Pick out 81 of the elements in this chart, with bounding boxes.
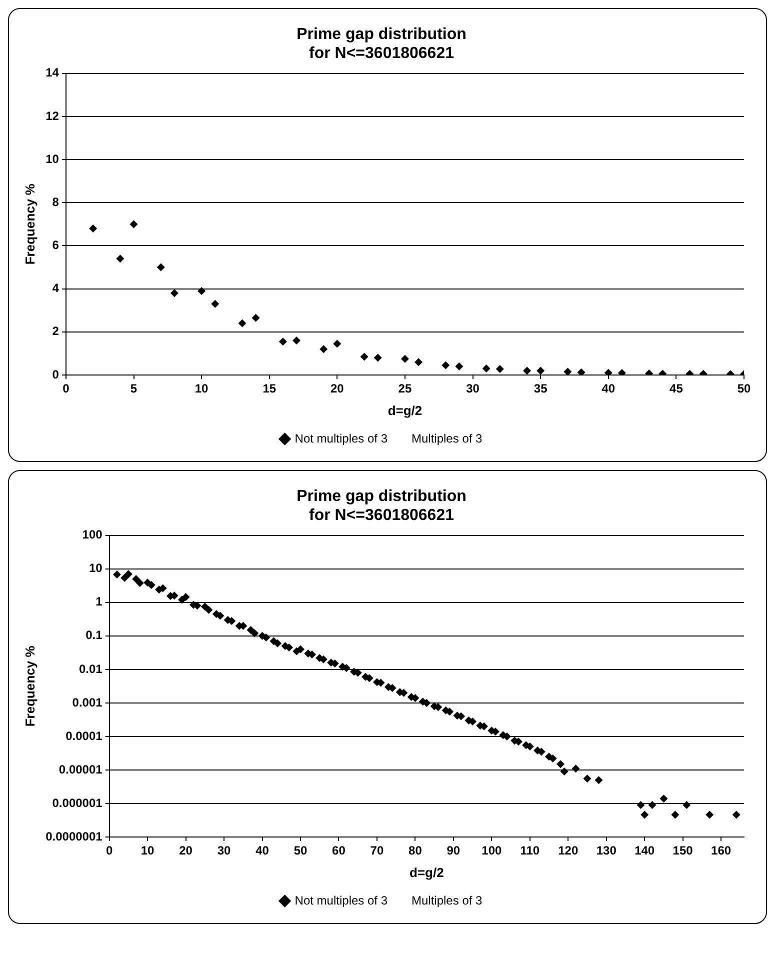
x-tick-label: 100 xyxy=(482,844,502,858)
x-tick-label: 40 xyxy=(602,382,616,396)
x-tick-label: 35 xyxy=(534,382,548,396)
legend-label: Not multiples of 3 xyxy=(294,893,388,908)
point xyxy=(414,358,423,366)
x-tick-label: 5 xyxy=(130,382,138,396)
y-axis-title: Frequency % xyxy=(22,183,38,265)
legend-label: Not multiples of 3 xyxy=(294,431,388,446)
x-tick-label: 45 xyxy=(670,382,684,396)
x-tick-label: 30 xyxy=(466,382,480,396)
point xyxy=(536,366,545,375)
y-tick-label: 6 xyxy=(52,238,60,252)
point xyxy=(564,368,572,375)
x-tick-label: 15 xyxy=(262,382,276,396)
point xyxy=(523,366,532,375)
point xyxy=(333,340,342,348)
x-tick-label: 20 xyxy=(179,844,193,858)
legend-label: Multiples of 3 xyxy=(412,893,483,908)
point xyxy=(360,352,368,361)
x-tick-label: 110 xyxy=(520,844,540,858)
point xyxy=(455,362,464,370)
point xyxy=(292,336,300,345)
y-tick-label: 0.01 xyxy=(78,662,103,676)
point xyxy=(320,345,328,354)
point xyxy=(211,300,220,308)
x-tick-label: 0 xyxy=(106,844,113,858)
y-tick-label: 14 xyxy=(46,66,60,80)
point xyxy=(89,224,98,233)
x-tick-label: 130 xyxy=(596,844,617,858)
y-tick-label: 1 xyxy=(96,594,103,609)
y-tick-label: 0.0000001 xyxy=(46,829,103,844)
y-tick-label: 0.00001 xyxy=(58,762,103,776)
x-tick-label: 140 xyxy=(634,844,655,858)
x-tick-label: 80 xyxy=(408,844,422,858)
y-tick-label: 0.000001 xyxy=(52,796,103,810)
point xyxy=(278,338,287,346)
x-tick-label: 10 xyxy=(140,844,155,858)
x-tick-label: 120 xyxy=(558,844,578,858)
y-tick-label: 4 xyxy=(52,281,60,296)
x-tick-label: 25 xyxy=(398,382,412,396)
x-tick-label: 150 xyxy=(672,844,694,858)
point xyxy=(252,314,260,322)
y-tick-label: 10 xyxy=(46,152,60,166)
point xyxy=(482,364,490,373)
x-tick-label: 10 xyxy=(194,382,209,396)
x-tick-label: 50 xyxy=(737,382,751,396)
x-tick-label: 20 xyxy=(330,382,344,396)
point xyxy=(170,289,178,298)
x-tick-label: 60 xyxy=(332,844,346,858)
x-tick-label: 160 xyxy=(711,844,732,858)
y-tick-label: 2 xyxy=(52,324,60,338)
y-tick-label: 12 xyxy=(46,108,60,123)
point xyxy=(238,319,246,328)
y-tick-label: 0.1 xyxy=(86,628,103,642)
y-tick-label: 100 xyxy=(82,528,103,542)
legend-label: Multiples of 3 xyxy=(412,431,483,446)
chart-title: Prime gap distribution for N<=3601806621 xyxy=(296,488,466,524)
point xyxy=(604,368,612,375)
point xyxy=(577,368,586,375)
x-tick-label: 30 xyxy=(217,844,232,858)
x-tick-label: 40 xyxy=(256,844,270,858)
point xyxy=(130,220,138,228)
x-tick-label: 50 xyxy=(294,844,308,858)
point xyxy=(442,361,450,370)
x-tick-label: 70 xyxy=(370,844,384,858)
y-tick-label: 8 xyxy=(52,194,60,209)
y-tick-label: 0.0001 xyxy=(66,728,103,743)
point xyxy=(156,263,165,272)
y-tick-label: 0.001 xyxy=(72,695,103,710)
y-axis-title: Frequency % xyxy=(22,645,38,727)
point xyxy=(198,286,206,295)
y-tick-label: 10 xyxy=(88,561,103,576)
point xyxy=(400,354,409,363)
chart-title: Prime gap distribution for N<=3601806621 xyxy=(296,26,466,62)
y-tick-label: 0 xyxy=(52,367,60,382)
point xyxy=(374,354,382,362)
x-tick-label: 90 xyxy=(446,844,460,858)
point xyxy=(496,364,504,373)
x-axis-title: d=g/2 xyxy=(388,402,422,418)
point xyxy=(116,254,124,263)
x-axis-title: d=g/2 xyxy=(410,864,444,880)
